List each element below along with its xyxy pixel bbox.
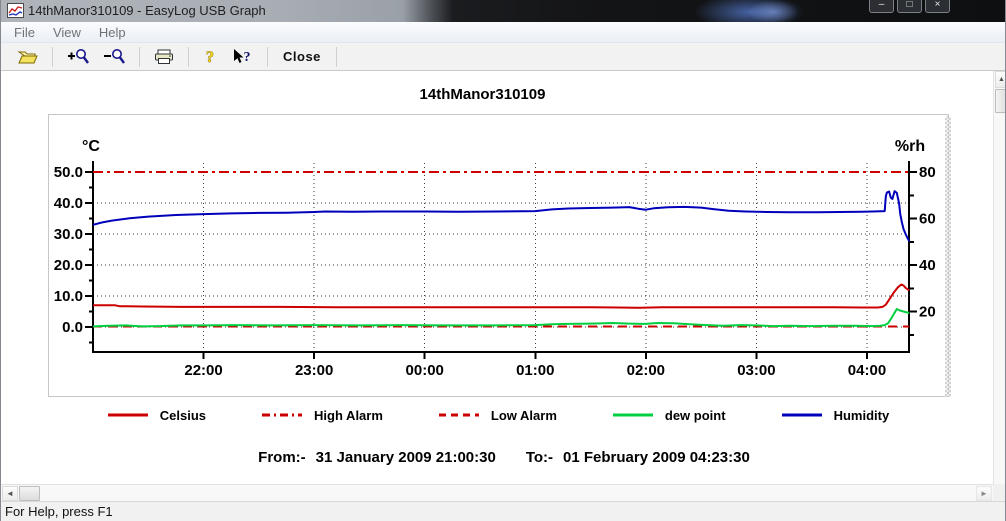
legend-label: Celsius [159, 407, 207, 423]
scroll-left-arrow[interactable]: ◄ [2, 486, 18, 501]
legend-item-dew-point: dew point [612, 407, 726, 423]
to-label: To:- [525, 449, 554, 466]
to-value: 01 February 2009 04:23:30 [563, 449, 750, 466]
toolbar: ? ? Close [1, 43, 1005, 71]
legend-swatch [438, 413, 479, 417]
legend-item-high-alarm: High Alarm [262, 408, 383, 423]
close-window-button[interactable]: × [925, 0, 950, 13]
from-value: 31 January 2009 21:00:30 [315, 449, 496, 466]
close-graph-button[interactable]: Close [283, 49, 321, 64]
context-help-button[interactable]: ? [224, 45, 260, 69]
menu-help[interactable]: Help [98, 24, 126, 40]
statusbar: For Help, press F1 [1, 501, 1005, 521]
toolbar-separator [139, 46, 140, 67]
printer-icon [155, 49, 173, 64]
open-file-button[interactable] [11, 45, 45, 69]
menubar: File View Help [1, 22, 1005, 43]
context-help-icon: ? [234, 48, 251, 65]
toolbar-separator [267, 46, 268, 67]
open-folder-icon [17, 51, 38, 63]
chart-legend: Celsius High Alarm Low Alarm dew point Humid… [48, 404, 949, 426]
horizontal-scroll-thumb[interactable] [19, 486, 40, 501]
toolbar-separator [52, 46, 53, 67]
chart-panel [48, 114, 949, 397]
horizontal-scrollbar[interactable]: ◄ ► [1, 484, 993, 501]
status-text: For Help, press F1 [5, 504, 113, 519]
window-title: 14thManor310109 - EasyLog USB Graph [28, 3, 266, 18]
chart-panel-shadow [945, 116, 951, 397]
zoom-out-icon [104, 48, 125, 64]
svg-text:?: ? [244, 50, 251, 65]
legend-swatch [262, 413, 303, 417]
legend-label: dew point [664, 407, 726, 423]
scroll-right-arrow[interactable]: ► [976, 486, 992, 501]
menu-view[interactable]: View [52, 24, 81, 40]
svg-text:?: ? [206, 49, 214, 66]
vertical-scrollbar[interactable]: ▲ [993, 71, 1005, 484]
zoom-in-icon [68, 48, 89, 64]
help-icon: ? [206, 48, 215, 66]
titlebar[interactable]: 14thManor310109 - EasyLog USB Graph – □ … [1, 0, 1005, 22]
legend-swatch [612, 413, 653, 417]
toolbar-separator [335, 46, 337, 67]
legend-item-celsius: Celsius [107, 407, 207, 423]
from-label: From:- [258, 449, 306, 466]
maximize-button[interactable]: □ [897, 0, 922, 13]
help-button[interactable]: ? [196, 45, 224, 69]
titlebar-glow [743, 0, 803, 22]
window-controls: – □ × [869, 0, 950, 13]
scrollbar-corner [993, 484, 1005, 501]
vertical-scroll-thumb[interactable] [995, 89, 1005, 113]
legend-swatch [781, 413, 822, 417]
legend-item-humidity: Humidity [781, 407, 890, 423]
toolbar-separator [188, 46, 189, 67]
legend-label: Humidity [833, 407, 890, 423]
legend-item-low-alarm: Low Alarm [438, 407, 557, 423]
minimize-button[interactable]: – [869, 0, 894, 13]
legend-label: High Alarm [314, 407, 383, 423]
zoom-out-button[interactable] [96, 45, 132, 69]
legend-swatch [107, 413, 148, 417]
chart-title: 14thManor310109 [419, 86, 546, 103]
date-range: From:- 31 January 2009 21:00:30 To:- 01 Feb… [1, 449, 1005, 466]
app-icon [7, 3, 24, 18]
scroll-up-arrow[interactable]: ▲ [995, 71, 1005, 88]
zoom-in-button[interactable] [60, 45, 96, 69]
menu-file[interactable]: File [14, 24, 35, 40]
legend-label: Low Alarm [490, 407, 557, 423]
print-button[interactable] [147, 45, 181, 69]
